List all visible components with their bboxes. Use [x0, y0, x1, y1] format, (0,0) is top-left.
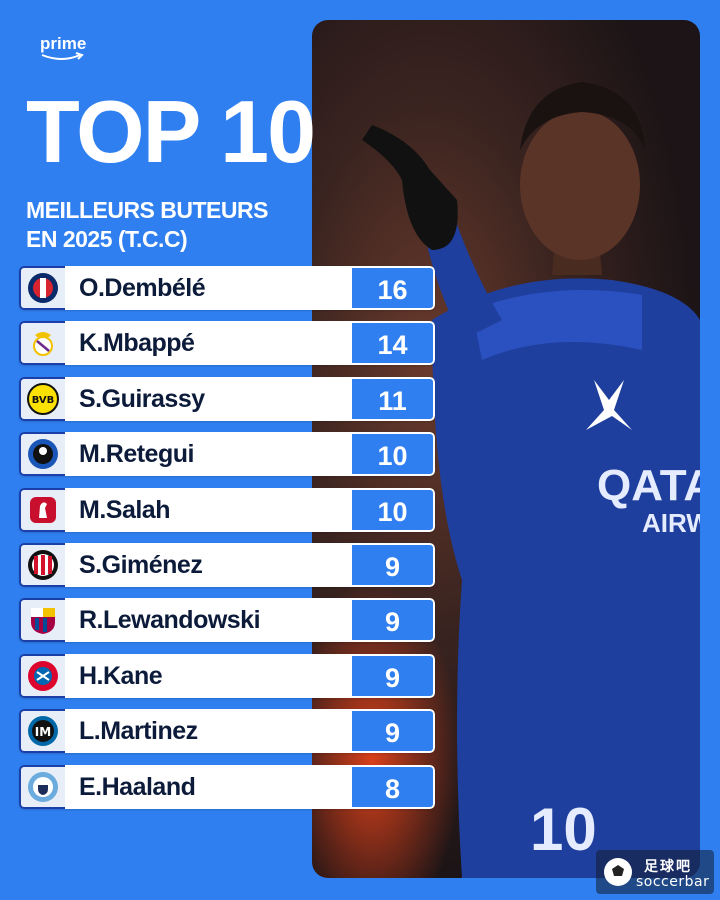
watermark-en: soccerbar: [636, 874, 710, 890]
ranking-row: IM L.Martinez 9: [19, 709, 435, 754]
man-city-crest-icon: [28, 771, 58, 802]
jordan-logo-icon: [586, 380, 632, 430]
goal-count: 10: [352, 432, 435, 477]
player-name: E.Haaland: [65, 764, 352, 809]
soccer-ball-icon: [604, 858, 632, 886]
player-name: K.Mbappé: [65, 321, 352, 366]
ranking-row: H.Kane 9: [19, 653, 435, 698]
player-name: H.Kane: [65, 653, 352, 698]
player-photo: QATAR AIRWAYS 10: [312, 20, 700, 878]
goal-count: 11: [352, 376, 435, 421]
goal-count: 9: [352, 598, 435, 643]
svg-text:IM: IM: [35, 725, 51, 739]
player-name: M.Retegui: [65, 432, 352, 477]
page-title: TOP 10: [26, 82, 316, 181]
atalanta-crest-icon: [28, 439, 58, 470]
goal-count: 8: [352, 764, 435, 809]
ranking-row: M.Salah 10: [19, 487, 435, 532]
player-name: O.Dembélé: [65, 266, 352, 310]
subtitle-line2: EN 2025 (T.C.C): [26, 226, 188, 252]
brand-name: prime: [40, 34, 87, 53]
ranking-list: O.Dembélé 16 K.Mbappé 14 BVB S.Guirassy …: [19, 266, 435, 820]
player-name: L.Martinez: [65, 709, 352, 754]
svg-text:BVB: BVB: [32, 395, 55, 406]
ranking-row: E.Haaland 8: [19, 764, 435, 809]
watermark-cn: 足球吧: [644, 859, 692, 875]
ranking-row: BVB S.Guirassy 11: [19, 376, 435, 421]
goal-count: 14: [352, 321, 435, 366]
player-illustration: QATAR AIRWAYS 10: [362, 82, 700, 878]
page-subtitle: MEILLEURS BUTEURS EN 2025 (T.C.C): [26, 196, 268, 254]
ranking-row: K.Mbappé 14: [19, 321, 435, 366]
goal-count: 9: [352, 709, 435, 754]
inter-crest-icon: IM: [28, 716, 58, 747]
liverpool-crest-icon: [30, 496, 56, 523]
barcelona-crest-icon: [31, 608, 55, 635]
smile-arrow-icon: [41, 52, 84, 60]
goal-count: 9: [352, 542, 435, 587]
player-name: S.Guirassy: [65, 376, 352, 421]
ranking-row: R.Lewandowski 9: [19, 598, 435, 643]
brand-logo: prime: [40, 34, 86, 62]
watermark: 足球吧 soccerbar: [596, 850, 714, 894]
bvb-crest-icon: BVB: [27, 382, 59, 415]
player-name: R.Lewandowski: [65, 598, 352, 643]
goal-count: 9: [352, 653, 435, 698]
ranking-row: M.Retegui 10: [19, 432, 435, 477]
real-madrid-crest-icon: [33, 332, 53, 357]
psg-crest-icon: [28, 273, 58, 303]
goal-count: 10: [352, 487, 435, 532]
player-name: M.Salah: [65, 487, 352, 532]
goal-count: 16: [352, 266, 435, 310]
sponsor-line1: QATAR: [597, 461, 700, 510]
ac-milan-crest-icon: [28, 549, 58, 580]
sponsor-line2: AIRWAYS: [642, 508, 700, 538]
shirt-number: 10: [530, 796, 597, 863]
ranking-row: S.Giménez 9: [19, 542, 435, 587]
player-name: S.Giménez: [65, 542, 352, 587]
ranking-row: O.Dembélé 16: [19, 266, 435, 310]
bayern-crest-icon: [28, 660, 58, 691]
subtitle-line1: MEILLEURS BUTEURS: [26, 197, 268, 223]
